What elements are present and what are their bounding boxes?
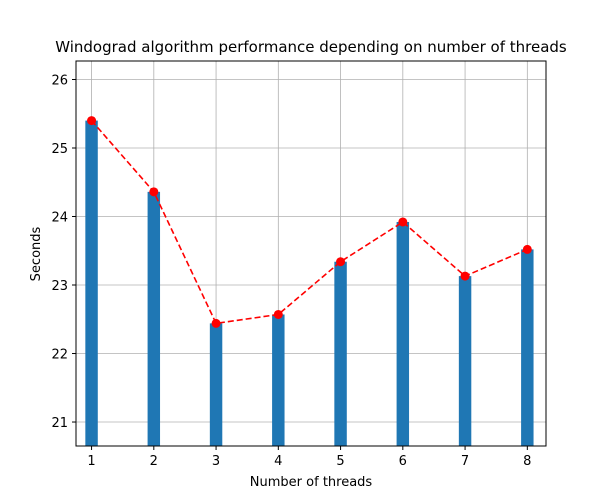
bar [147,191,161,446]
data-point [336,257,346,267]
y-tick-label: 21 [51,416,68,431]
plot-frame [75,60,547,447]
x-tick-label: 1 [87,454,95,469]
data-point [398,217,408,227]
data-point [149,187,159,197]
x-tick-label: 7 [461,454,469,469]
data-point [211,318,221,328]
x-axis-label: Number of threads [250,475,373,490]
bar [334,261,347,446]
bar [521,249,534,446]
chart-title: Windograd algorithm performance dependin… [55,38,567,56]
x-tick-label: 8 [523,454,531,469]
y-tick-label: 23 [51,279,68,294]
trend-line-layer [87,116,532,328]
x-tick-label: 3 [212,454,220,469]
x-tick-label: 2 [150,454,158,469]
bar [209,323,223,446]
bar [85,120,98,447]
data-point [522,244,532,254]
trend-line [90,120,528,325]
y-tick-label: 26 [51,73,68,88]
y-tick-label: 22 [51,348,68,363]
x-axis-ticks: 1 2 3 4 5 6 7 8 [87,446,531,469]
y-axis-ticks: 21 22 23 24 25 26 [51,73,76,431]
bars [85,120,534,447]
bar [458,276,472,446]
x-tick-label: 5 [336,454,344,469]
y-axis-label: Seconds [29,226,44,281]
bar [272,314,285,446]
data-point [460,271,470,281]
y-tick-label: 24 [51,211,68,226]
data-point [273,309,283,319]
bar [396,221,410,446]
x-tick-label: 4 [274,454,282,469]
x-tick-label: 6 [399,454,407,469]
data-point [87,116,97,126]
y-tick-label: 25 [51,142,68,157]
